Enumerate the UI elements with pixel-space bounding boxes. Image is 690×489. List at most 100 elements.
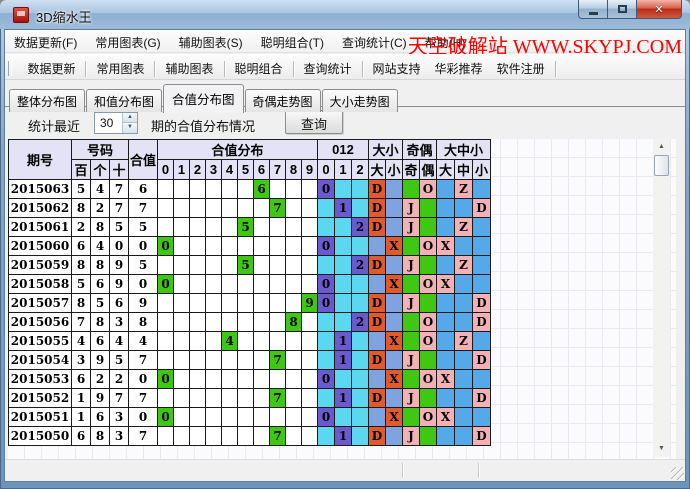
dist-cell xyxy=(189,274,206,294)
close-icon: ✕ xyxy=(654,3,664,16)
period-cell: 2015061 xyxy=(8,217,72,237)
012-cell xyxy=(334,369,352,389)
toolbar-button-0[interactable]: 数据更新 xyxy=(27,62,76,76)
scroll-up-button[interactable]: ▲ xyxy=(653,139,670,155)
dist-cell: 8 xyxy=(285,312,302,332)
012-cell xyxy=(334,293,352,313)
dzx-cell: D xyxy=(472,350,491,370)
dist-cell xyxy=(173,407,190,427)
digit-cell: 8 xyxy=(90,255,110,275)
012-cell: 1 xyxy=(334,198,352,218)
dzx-cell: X xyxy=(436,274,455,294)
dzx-cell xyxy=(472,407,491,427)
dzx-cell: D xyxy=(472,312,491,332)
012-cell xyxy=(351,369,369,389)
size-cell xyxy=(385,179,403,199)
dist-cell xyxy=(301,217,318,237)
tab-1[interactable]: 和值分布图 xyxy=(86,89,163,112)
dist-cell xyxy=(269,369,286,389)
spinner-buttons: ▲ ▼ xyxy=(122,113,137,133)
dist-cell xyxy=(285,426,302,446)
scroll-down-button[interactable]: ▼ xyxy=(653,441,670,457)
menu-item-1[interactable]: 常用图表(G) xyxy=(95,36,161,50)
header-dist-4: 4 xyxy=(221,159,238,180)
dist-cell xyxy=(301,388,318,408)
size-cell xyxy=(385,255,403,275)
menu-item-5[interactable]: 帮助(H) xyxy=(424,36,466,50)
tab-0[interactable]: 整体分布图 xyxy=(9,89,86,112)
spinner-up-button[interactable]: ▲ xyxy=(123,113,137,123)
012-cell xyxy=(351,407,369,427)
toolbar-button-7[interactable]: 软件注册 xyxy=(496,62,545,76)
header-dzx-0: 大 xyxy=(436,159,455,180)
period-count-spinner[interactable]: 30 ▲ ▼ xyxy=(94,112,138,134)
period-cell: 2015051 xyxy=(8,407,72,427)
dist-cell xyxy=(285,236,302,256)
dist-cell xyxy=(253,274,270,294)
header-dist-group: 合值分布 xyxy=(157,139,318,160)
period-cell: 2015058 xyxy=(8,274,72,294)
dist-cell xyxy=(157,331,174,351)
size-cell: X xyxy=(385,274,403,294)
toolbar-button-6[interactable]: 华彩推荐 xyxy=(434,62,483,76)
toolbar-button-5[interactable]: 网站支持 xyxy=(372,62,421,76)
toolbar-button-2[interactable]: 辅助图表 xyxy=(165,62,214,76)
title-bar: 3D缩水王 ✕ xyxy=(0,0,690,29)
menu-item-3[interactable]: 聪明组合(T) xyxy=(260,36,324,50)
dzx-cell xyxy=(472,255,491,275)
resize-grip[interactable] xyxy=(671,467,684,480)
minimize-icon xyxy=(588,11,598,15)
table-row: 2015057 8 5 6 9 9 0 D J D xyxy=(8,293,491,313)
toolbar-button-1[interactable]: 常用图表 xyxy=(96,62,145,76)
query-button[interactable]: 查询 xyxy=(285,110,343,134)
size-cell: X xyxy=(385,236,403,256)
vertical-scrollbar[interactable]: ▲ ▼ xyxy=(653,139,670,457)
spinner-down-button[interactable]: ▼ xyxy=(123,123,137,133)
header-dzx-group: 大中小 xyxy=(436,139,491,160)
header-parity-1: 偶 xyxy=(419,159,437,180)
tab-2[interactable]: 合值分布图 xyxy=(163,84,244,113)
dzx-cell xyxy=(436,198,455,218)
menu-item-4[interactable]: 查询统计(C) xyxy=(341,36,407,50)
menu-item-0[interactable]: 数据更新(F) xyxy=(14,36,78,50)
toolbar-button-4[interactable]: 查询统计 xyxy=(303,62,352,76)
size-cell xyxy=(385,198,403,218)
maximize-button[interactable] xyxy=(608,0,637,19)
dist-cell xyxy=(237,198,254,218)
table-row: 2015052 1 9 7 7 7 1 D J D xyxy=(8,388,491,408)
dist-cell xyxy=(237,274,254,294)
012-cell: 0 xyxy=(317,274,335,294)
maximize-icon xyxy=(617,5,627,13)
dist-cell xyxy=(285,274,302,294)
scrollbar-thumb[interactable] xyxy=(654,155,669,176)
dist-cell xyxy=(221,369,238,389)
menu-item-2[interactable]: 辅助图表(S) xyxy=(178,36,243,50)
period-cell: 2015059 xyxy=(8,255,72,275)
dist-cell xyxy=(253,217,270,237)
dist-cell xyxy=(173,274,190,294)
minimize-button[interactable] xyxy=(578,0,608,19)
close-button[interactable]: ✕ xyxy=(637,0,682,19)
size-cell: D xyxy=(368,426,386,446)
dist-cell xyxy=(205,236,222,256)
dzx-cell xyxy=(472,179,491,199)
dist-cell xyxy=(253,293,270,313)
digit-cell: 8 xyxy=(71,293,91,313)
header-dist-2: 2 xyxy=(189,159,206,180)
chart-grid-area: 期号 号码 合值 合值分布 012 大小 奇偶 大中小百个十 0 1 2 3 4 5 6 7 8 9 0 1 2 大小奇偶… xyxy=(8,139,676,460)
tab-4[interactable]: 大小走势图 xyxy=(321,89,398,112)
dzx-cell: Z xyxy=(454,179,473,199)
dzx-cell xyxy=(454,350,473,370)
tab-3[interactable]: 奇偶走势图 xyxy=(244,89,321,112)
dzx-cell xyxy=(436,179,455,199)
dzx-cell xyxy=(454,293,473,313)
dist-cell xyxy=(205,255,222,275)
dist-cell xyxy=(301,350,318,370)
digit-cell: 2 xyxy=(90,369,110,389)
dist-cell xyxy=(189,198,206,218)
dist-cell xyxy=(285,179,302,199)
dist-cell xyxy=(157,179,174,199)
012-cell: 0 xyxy=(317,236,335,256)
dist-cell xyxy=(173,388,190,408)
toolbar-button-3[interactable]: 聪明组合 xyxy=(234,62,283,76)
